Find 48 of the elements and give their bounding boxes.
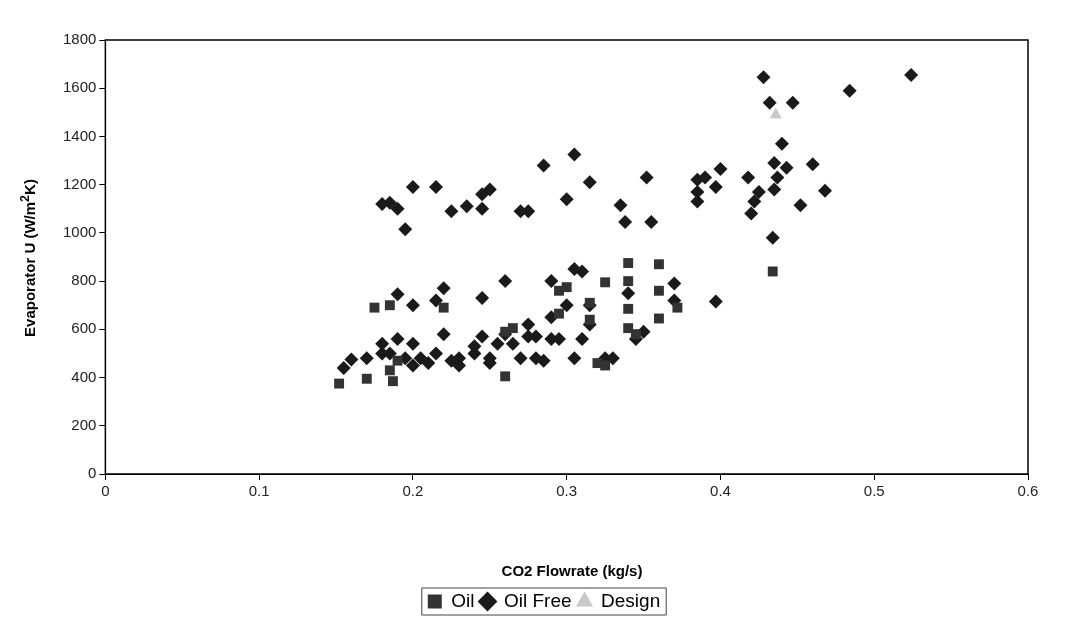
point	[630, 329, 641, 340]
x-tick-label: 0.3	[556, 482, 578, 500]
point	[600, 360, 611, 371]
point	[387, 376, 398, 387]
y-tick-label: 1800	[62, 30, 97, 48]
x-tick-label: 0	[101, 482, 110, 500]
point	[554, 308, 564, 319]
point	[584, 297, 595, 308]
x-tick-label: 0.2	[402, 482, 424, 500]
point	[584, 314, 595, 325]
y-tick-label: 1000	[62, 223, 97, 241]
x-tick-label: 0.1	[248, 482, 270, 500]
point	[623, 276, 634, 287]
y-tick-label: 1400	[62, 126, 97, 144]
point	[654, 259, 664, 270]
y-tick-label: 400	[71, 367, 97, 385]
point	[654, 285, 664, 296]
point	[438, 302, 449, 313]
y-tick-label: 1600	[62, 78, 97, 96]
legend-label: Design	[601, 589, 661, 611]
point	[672, 302, 683, 313]
y-tick-label: 0	[88, 464, 97, 482]
point	[654, 313, 664, 324]
x-tick-label: 0.6	[1017, 482, 1039, 500]
legend-label: Oil Free	[504, 589, 572, 611]
y-tick-label: 200	[71, 415, 97, 433]
point	[623, 323, 634, 334]
point	[361, 373, 372, 384]
legend-label: Oil	[451, 589, 475, 611]
point	[561, 282, 572, 293]
point	[384, 300, 395, 311]
point	[769, 107, 782, 119]
point	[334, 378, 345, 389]
point	[507, 323, 518, 334]
point	[500, 371, 511, 382]
y-tick-label: 1200	[62, 174, 97, 192]
point	[600, 277, 611, 288]
point	[392, 355, 403, 366]
x-axis-title: CO2 Flowrate (kg/s)	[501, 562, 643, 579]
point	[623, 258, 634, 268]
x-tick-label: 0.4	[710, 482, 731, 500]
point	[384, 365, 395, 376]
point	[369, 302, 380, 313]
y-tick-label: 600	[71, 319, 97, 337]
point	[767, 266, 778, 277]
y-tick-label: 800	[71, 271, 97, 289]
point	[623, 303, 634, 314]
x-tick-label: 0.5	[863, 482, 885, 500]
